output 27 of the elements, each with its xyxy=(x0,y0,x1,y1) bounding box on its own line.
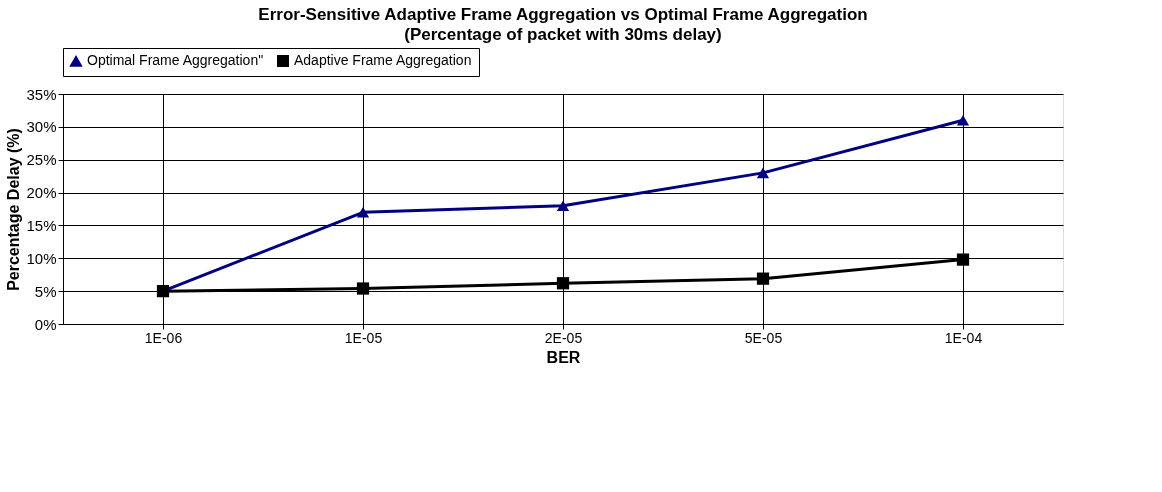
y-tick-label: 5% xyxy=(34,282,57,300)
point xyxy=(356,206,370,218)
y-tick-label: 35% xyxy=(26,85,57,103)
y-tick-label: 30% xyxy=(26,118,57,136)
y-axis-title: Percentage Delay (%) xyxy=(5,128,23,291)
x-tick-label: 1E-06 xyxy=(144,329,183,346)
chart-subtitle: (Percentage of packet with 30ms delay) xyxy=(404,24,722,44)
x-tick-label: 1E-04 xyxy=(944,329,983,346)
x-tick-label: 2E-05 xyxy=(544,329,583,346)
y-tick-label: 25% xyxy=(26,151,57,169)
point xyxy=(956,114,970,126)
point xyxy=(556,277,570,290)
point xyxy=(756,272,770,285)
y-tick-label: 10% xyxy=(26,249,57,267)
point xyxy=(556,200,570,212)
x-tick-label: 5E-05 xyxy=(744,329,783,346)
point xyxy=(356,282,370,295)
point xyxy=(756,167,770,179)
legend-label: Adaptive Frame Aggregation xyxy=(294,52,472,68)
point xyxy=(956,253,970,266)
y-tick-label: 20% xyxy=(26,184,57,202)
x-tick-label: 1E-05 xyxy=(344,329,383,346)
y-tick-label: 0% xyxy=(34,315,57,333)
legend-label: Optimal Frame Aggregation" xyxy=(87,52,264,69)
y-tick-label: 15% xyxy=(26,216,57,234)
chart-title: Error-Sensitive Adaptive Frame Aggregation vs Optimal Frame Aggregation xyxy=(258,4,868,24)
x-axis-title: BER xyxy=(546,348,581,366)
